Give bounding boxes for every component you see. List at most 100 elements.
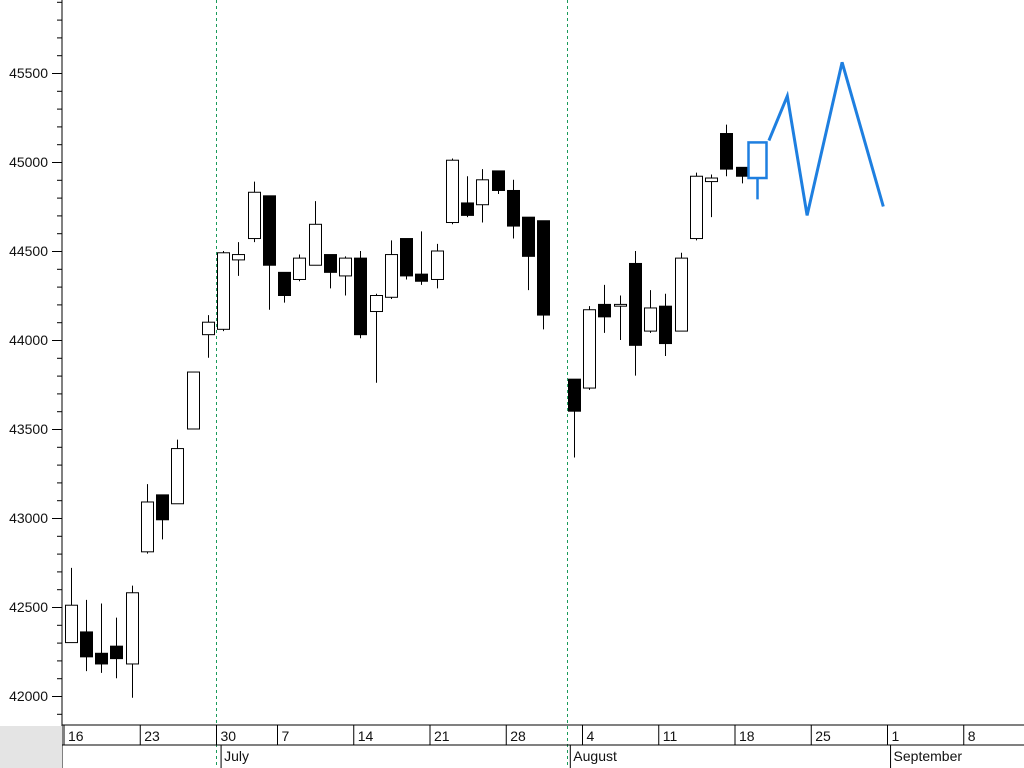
candle-body-bull [446, 159, 459, 224]
candle-body-bull [370, 295, 383, 313]
plot-area [65, 0, 885, 768]
candle [644, 290, 657, 333]
candle-body-bear [156, 494, 169, 521]
candle-body-bull [583, 309, 596, 389]
candle [598, 284, 611, 333]
candle [95, 603, 108, 673]
candle-body-bull [171, 448, 184, 505]
x-day-label: 25 [815, 728, 831, 744]
candle [110, 617, 123, 679]
candle [675, 252, 688, 332]
y-tick-label: 42000 [9, 688, 48, 704]
x-day-label: 4 [587, 728, 595, 744]
x-day-label: 14 [358, 728, 374, 744]
candle-body-bear [80, 631, 93, 658]
candle-body-bear [598, 303, 611, 318]
candle [171, 439, 184, 505]
candle [492, 170, 505, 195]
axis-corner [0, 726, 62, 768]
candle-body-bear [736, 166, 749, 177]
candle [309, 201, 322, 266]
candle-body-bear [461, 202, 474, 216]
candle [400, 238, 413, 280]
candle [690, 172, 703, 241]
candle [248, 181, 261, 243]
candle-body-bull [385, 254, 398, 298]
candle-body-bull [690, 175, 703, 240]
candle-body-bull [232, 254, 245, 261]
candle-body-bear [720, 133, 733, 170]
candle-body-bear [415, 273, 428, 282]
candle-body-bull [202, 321, 215, 336]
candle [568, 378, 581, 458]
candle-body-bull [339, 257, 352, 277]
candle [537, 220, 550, 330]
candle [263, 195, 276, 310]
candle [446, 158, 459, 225]
candle [217, 251, 230, 332]
candle-body-bear [507, 189, 520, 227]
y-tick-label: 45000 [9, 154, 48, 170]
candle-body-bull [65, 604, 78, 644]
candle [476, 169, 489, 223]
candle [187, 371, 200, 430]
candle-body-bear [400, 238, 413, 277]
candle [705, 174, 718, 218]
y-tick-label: 45500 [9, 65, 48, 81]
candle [141, 484, 154, 554]
candle-body-bull [644, 307, 657, 332]
candle [354, 251, 367, 339]
candle [156, 494, 169, 540]
x-day-label: 23 [144, 728, 160, 744]
candle-body-bear [354, 257, 367, 336]
y-axis: 42000 42500 43000 43500 44000 44500 45000 45500 [9, 0, 63, 768]
candle-body-bull [309, 223, 322, 266]
candle [293, 254, 306, 282]
x-day-label: 8 [968, 728, 976, 744]
candle-body-bull [705, 177, 718, 183]
candle [461, 176, 474, 218]
x-day-label: 30 [221, 728, 237, 744]
x-day-label: 11 [663, 728, 678, 744]
candle [339, 256, 352, 296]
x-day-label: 21 [434, 728, 450, 744]
candle [736, 166, 749, 184]
candle [522, 216, 535, 291]
y-tick-label: 44000 [9, 332, 48, 348]
candle-body-bear [568, 378, 581, 412]
candle [415, 231, 428, 285]
candle [659, 293, 672, 357]
candle [385, 240, 398, 300]
y-tick-label: 43500 [9, 421, 48, 437]
candle-body-bear [492, 170, 505, 191]
candle-body-bull [248, 191, 261, 240]
candle [324, 254, 337, 289]
candle [80, 599, 93, 672]
x-month-label: July [224, 748, 249, 764]
candle [720, 124, 733, 177]
candle [583, 306, 596, 390]
x-month-label: August [573, 748, 617, 764]
candle-body-bull [675, 257, 688, 332]
y-tick-label: 44500 [9, 243, 48, 259]
candle-body-bear [95, 652, 108, 665]
candle-body-bear [324, 254, 337, 273]
x-day-label: 16 [68, 728, 84, 744]
candle [370, 293, 383, 383]
candle-body-bull [126, 592, 139, 665]
y-tick-label: 42500 [9, 599, 48, 615]
candle-body-bear [522, 216, 535, 257]
x-day-label: 7 [282, 728, 290, 744]
candle [126, 585, 139, 698]
candle [232, 242, 245, 276]
candle [278, 271, 291, 303]
candle-body-bull [614, 303, 627, 307]
candle-body-bear [278, 271, 291, 296]
x-day-label: 28 [510, 728, 526, 744]
candle [614, 295, 627, 340]
candle-body-bear [659, 305, 672, 345]
candle-body-bull [141, 501, 154, 553]
candle-body-bull [293, 257, 306, 280]
